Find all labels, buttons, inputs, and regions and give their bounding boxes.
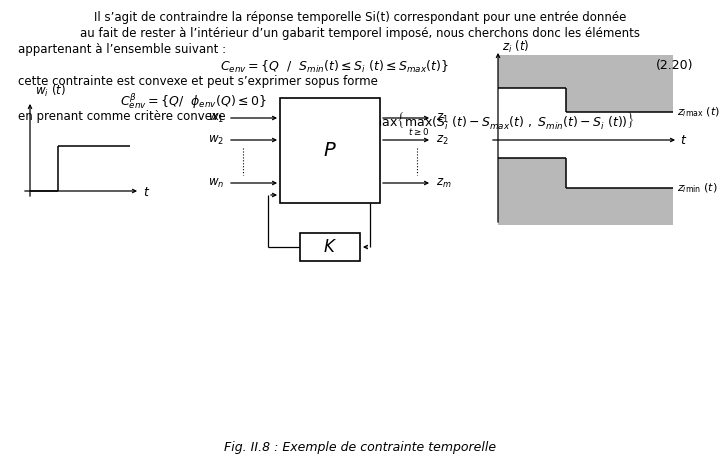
Text: $z_1$: $z_1$ (436, 111, 449, 124)
Text: en prenant comme critère convexe: en prenant comme critère convexe (18, 110, 225, 123)
Text: $z_{i\rm{min}}\ (t)$: $z_{i\rm{min}}\ (t)$ (677, 181, 718, 195)
Text: $\phi_{env}(Q)=\max\left\{\underset{t\geq 0}{\max}(S_i\ (t)-S_{max}(t)\ ,\ S_{mi: $\phi_{env}(Q)=\max\left\{\underset{t\ge… (310, 110, 635, 137)
Text: $w_2$: $w_2$ (208, 133, 224, 146)
Text: $z_2$: $z_2$ (436, 133, 449, 146)
Bar (300, 233, 360, 261)
Bar (498, 158, 566, 225)
Text: $C_{env}^{\beta}=\{Q/\ \ \phi_{env}(Q)\leq 0\}$: $C_{env}^{\beta}=\{Q/\ \ \phi_{env}(Q)\l… (120, 91, 266, 110)
Text: au fait de rester à l’intérieur d’un gabarit temporel imposé, nous cherchons don: au fait de rester à l’intérieur d’un gab… (80, 27, 640, 40)
Text: Il s’agit de contraindre la réponse temporelle Si(t) correspondant pour une entr: Il s’agit de contraindre la réponse temp… (94, 11, 626, 24)
Text: $w_1$: $w_1$ (208, 111, 224, 124)
Text: $t$: $t$ (143, 186, 150, 199)
Text: $z_{i\rm{max}}\ (t)$: $z_{i\rm{max}}\ (t)$ (677, 105, 720, 119)
Text: $P$: $P$ (323, 141, 337, 160)
Text: cette contrainte est convexe et peut s’exprimer sopus forme: cette contrainte est convexe et peut s’e… (18, 75, 378, 88)
Text: $w_n$: $w_n$ (207, 177, 224, 190)
Text: (2.20): (2.20) (656, 59, 693, 72)
Bar (498, 55, 566, 88)
Text: $w_i\ (t)$: $w_i\ (t)$ (35, 83, 66, 99)
Text: Fig. II.8 : Exemple de contrainte temporelle: Fig. II.8 : Exemple de contrainte tempor… (224, 441, 496, 454)
Text: $C_{env}=\{Q\ \ /\ \ S_{min}(t)\leq S_i\ (t)\leq S_{max}(t)\}$: $C_{env}=\{Q\ \ /\ \ S_{min}(t)\leq S_i\… (220, 59, 449, 75)
Text: $z_i\ (t)$: $z_i\ (t)$ (502, 39, 529, 55)
Bar (566, 55, 673, 112)
Bar (280, 98, 380, 203)
Bar (566, 188, 673, 225)
Text: $z_m$: $z_m$ (436, 177, 451, 190)
Text: $K$: $K$ (323, 238, 337, 256)
Text: $t$: $t$ (680, 133, 688, 146)
Text: appartenant à l’ensemble suivant :: appartenant à l’ensemble suivant : (18, 43, 226, 56)
